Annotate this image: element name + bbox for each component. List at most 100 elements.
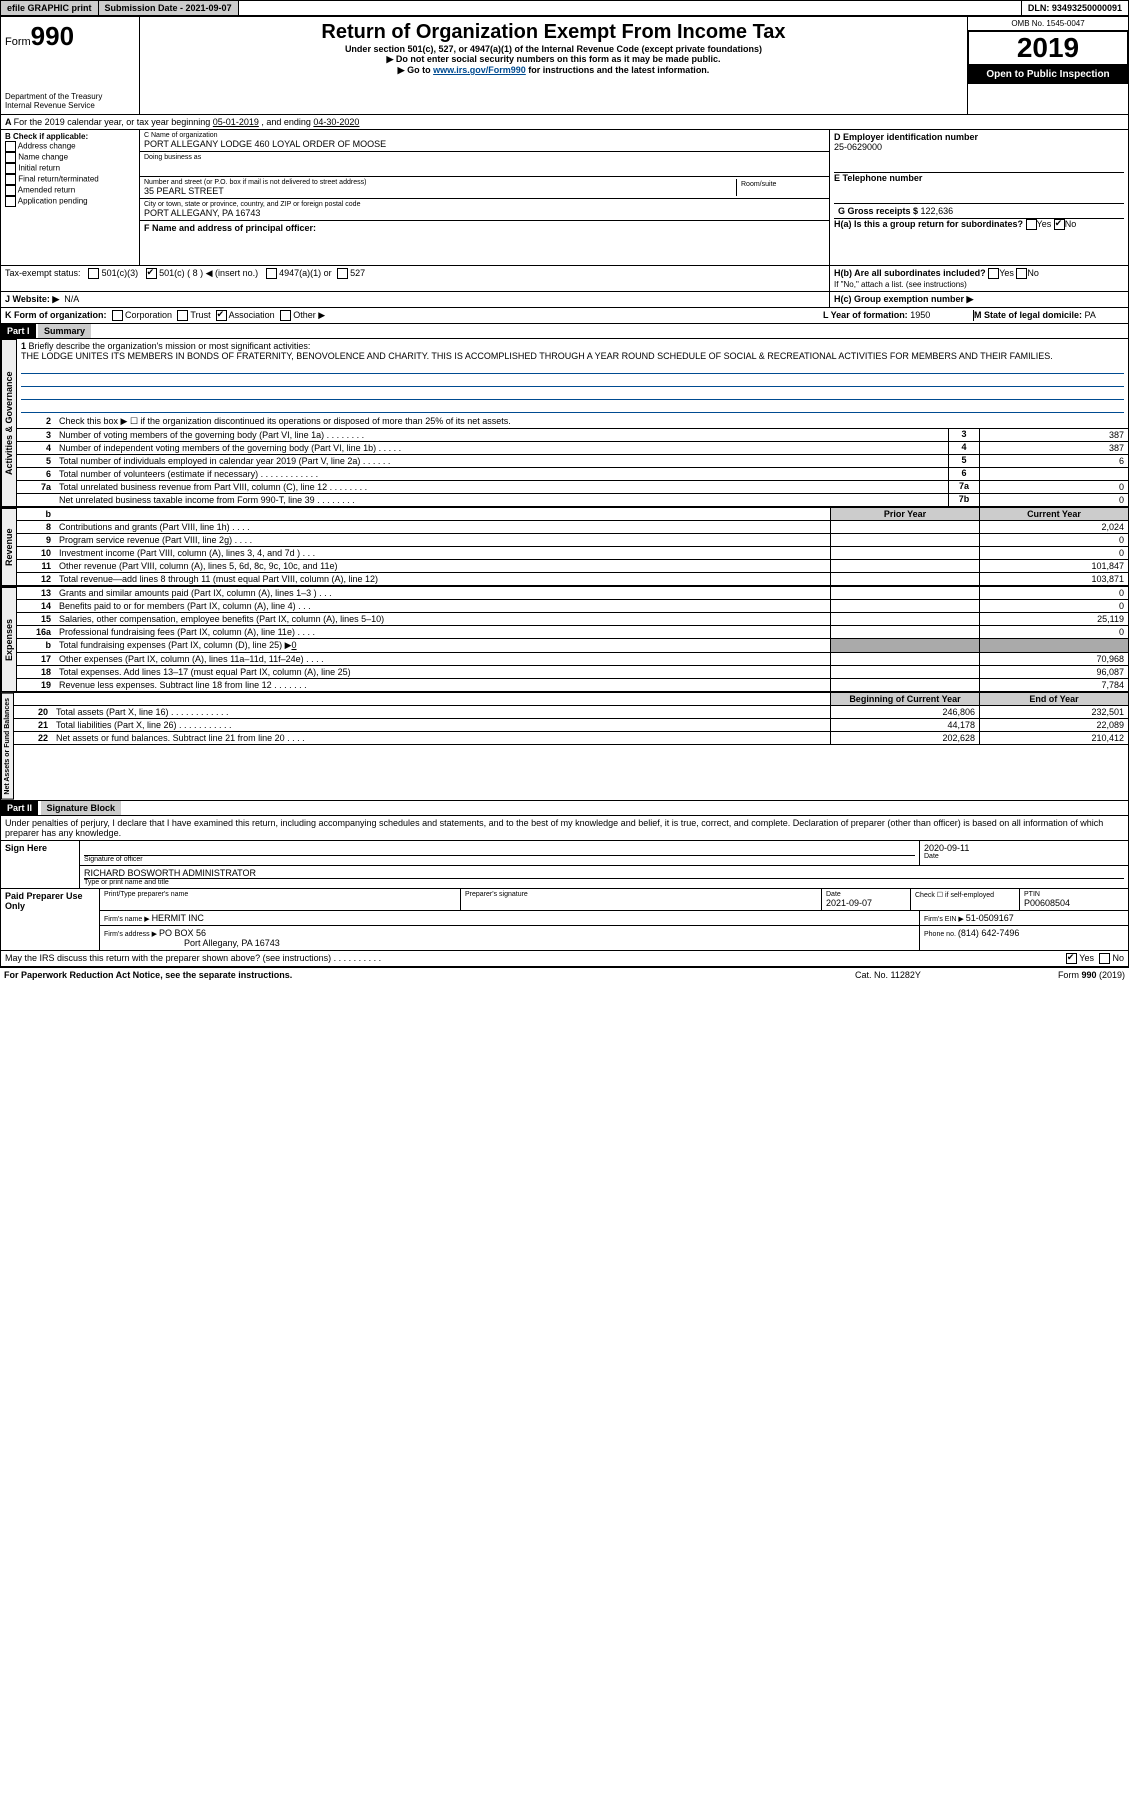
subtitle-1: Under section 501(c), 527, or 4947(a)(1)… bbox=[144, 44, 963, 54]
line-5: Total number of individuals employed in … bbox=[55, 455, 948, 467]
prior-year-header: Prior Year bbox=[830, 508, 979, 520]
line-a: A For the 2019 calendar year, or tax yea… bbox=[1, 115, 1128, 130]
efile-button[interactable]: efile GRAPHIC print bbox=[1, 1, 99, 15]
ha-no[interactable] bbox=[1054, 219, 1065, 230]
line-3-val: 387 bbox=[979, 429, 1128, 441]
line-20: Total assets (Part X, line 16) . . . . .… bbox=[52, 706, 830, 718]
cb-527[interactable] bbox=[337, 268, 348, 279]
hb-yes[interactable] bbox=[988, 268, 999, 279]
firm-ein: 51-0509167 bbox=[966, 913, 1014, 923]
line-14: Benefits paid to or for members (Part IX… bbox=[55, 600, 830, 612]
cb-501c[interactable] bbox=[146, 268, 157, 279]
cb-4947[interactable] bbox=[266, 268, 277, 279]
tab-revenue: Revenue bbox=[1, 508, 17, 586]
tab-expenses: Expenses bbox=[1, 587, 17, 692]
line-19: Revenue less expenses. Subtract line 18 … bbox=[55, 679, 830, 691]
checkbox-address[interactable] bbox=[5, 141, 16, 152]
cb-501c3[interactable] bbox=[88, 268, 99, 279]
org-name-label: C Name of organization bbox=[144, 132, 825, 139]
dba-label: Doing business as bbox=[144, 154, 825, 161]
paperwork-notice: For Paperwork Reduction Act Notice, see … bbox=[4, 970, 855, 980]
officer-label: F Name and address of principal officer: bbox=[144, 223, 316, 233]
line-18: Total expenses. Add lines 13–17 (must eq… bbox=[55, 666, 830, 678]
begin-year-header: Beginning of Current Year bbox=[830, 693, 979, 705]
firm-address-2: Port Allegany, PA 16743 bbox=[184, 938, 280, 948]
checkbox-amended[interactable] bbox=[5, 185, 16, 196]
line-13: Grants and similar amounts paid (Part IX… bbox=[55, 587, 830, 599]
line-22-current: 210,412 bbox=[979, 732, 1128, 744]
ptin-value: P00608504 bbox=[1024, 898, 1124, 908]
telephone-label: E Telephone number bbox=[834, 173, 922, 183]
line-20-prior: 246,806 bbox=[830, 706, 979, 718]
part1-title: Summary bbox=[38, 324, 91, 338]
cb-assoc[interactable] bbox=[216, 310, 227, 321]
line-3: Number of voting members of the governin… bbox=[55, 429, 948, 441]
line-15: Salaries, other compensation, employee b… bbox=[55, 613, 830, 625]
line-15-val: 25,119 bbox=[979, 613, 1128, 625]
room-label: Room/suite bbox=[741, 181, 821, 188]
section-b-checkboxes: B Check if applicable: Address change Na… bbox=[1, 130, 140, 265]
discuss-question: May the IRS discuss this return with the… bbox=[5, 953, 1066, 964]
city-state-zip: PORT ALLEGANY, PA 16743 bbox=[144, 208, 825, 218]
line-12: Total revenue—add lines 8 through 11 (mu… bbox=[55, 573, 830, 585]
subtitle-2: ▶ Do not enter social security numbers o… bbox=[144, 54, 963, 65]
checkbox-application[interactable] bbox=[5, 196, 16, 207]
line-19-val: 7,784 bbox=[979, 679, 1128, 691]
line-b: Total fundraising expenses (Part IX, col… bbox=[55, 639, 830, 652]
sig-officer-label: Signature of officer bbox=[84, 856, 915, 863]
form-container: Form990 Department of the Treasury Inter… bbox=[0, 16, 1129, 968]
line-10-val: 0 bbox=[979, 547, 1128, 559]
line-20-current: 232,501 bbox=[979, 706, 1128, 718]
part2-header: Part II bbox=[1, 801, 38, 815]
line-17-val: 70,968 bbox=[979, 653, 1128, 665]
officer-name: RICHARD BOSWORTH ADMINISTRATOR bbox=[84, 868, 1124, 879]
checkbox-name[interactable] bbox=[5, 152, 16, 163]
open-public-badge: Open to Public Inspection bbox=[968, 65, 1128, 84]
org-name: PORT ALLEGANY LODGE 460 LOYAL ORDER OF M… bbox=[144, 139, 825, 149]
website-label: J Website: ▶ bbox=[5, 294, 59, 304]
line-21-current: 22,089 bbox=[979, 719, 1128, 731]
street-label: Number and street (or P.O. box if mail i… bbox=[144, 179, 736, 186]
line-6: Total number of volunteers (estimate if … bbox=[55, 468, 948, 480]
discuss-yes[interactable] bbox=[1066, 953, 1077, 964]
hb-no[interactable] bbox=[1016, 268, 1027, 279]
self-employed-check[interactable]: Check ☐ if self-employed bbox=[911, 889, 1020, 910]
cb-corp[interactable] bbox=[112, 310, 123, 321]
ha-yes[interactable] bbox=[1026, 219, 1037, 230]
sign-here-label: Sign Here bbox=[1, 841, 80, 888]
hb-note: If "No," attach a list. (see instruction… bbox=[834, 280, 967, 289]
line-13-val: 0 bbox=[979, 587, 1128, 599]
dln: DLN: 93493250000091 bbox=[1022, 1, 1128, 15]
line-22-prior: 202,628 bbox=[830, 732, 979, 744]
mission-text: THE LODGE UNITES ITS MEMBERS IN BONDS OF… bbox=[21, 351, 1053, 361]
ptin-label: PTIN bbox=[1024, 891, 1124, 898]
cb-other[interactable] bbox=[280, 310, 291, 321]
current-year-header: Current Year bbox=[979, 508, 1128, 520]
year-formation: L Year of formation: 1950 bbox=[823, 310, 974, 321]
tab-governance: Activities & Governance bbox=[1, 339, 17, 507]
irs-link[interactable]: www.irs.gov/Form990 bbox=[433, 65, 526, 75]
tax-year: 2019 bbox=[968, 31, 1128, 65]
line-11-val: 101,847 bbox=[979, 560, 1128, 572]
ein-value: 25-0629000 bbox=[834, 142, 882, 152]
discuss-no[interactable] bbox=[1099, 953, 1110, 964]
cb-trust[interactable] bbox=[177, 310, 188, 321]
line-5-val: 6 bbox=[979, 455, 1128, 467]
line-17: Other expenses (Part IX, column (A), lin… bbox=[55, 653, 830, 665]
line-12-val: 103,871 bbox=[979, 573, 1128, 585]
line-18-val: 96,087 bbox=[979, 666, 1128, 678]
line-2: Check this box ▶ ☐ if the organization d… bbox=[55, 415, 1128, 428]
line-21: Total liabilities (Part X, line 26) . . … bbox=[52, 719, 830, 731]
preparer-name-label: Print/Type preparer's name bbox=[104, 891, 456, 898]
form-number: Form990 bbox=[5, 21, 135, 52]
omb-number: OMB No. 1545-0047 bbox=[968, 17, 1128, 31]
line-10: Investment income (Part VIII, column (A)… bbox=[55, 547, 830, 559]
form-title: Return of Organization Exempt From Incom… bbox=[144, 21, 963, 44]
line-21-prior: 44,178 bbox=[830, 719, 979, 731]
checkbox-initial[interactable] bbox=[5, 163, 16, 174]
line-6-val bbox=[979, 468, 1128, 480]
state-domicile: M State of legal domicile: PA bbox=[974, 310, 1124, 321]
line-4: Number of independent voting members of … bbox=[55, 442, 948, 454]
checkbox-final[interactable] bbox=[5, 174, 16, 185]
submission-date: Submission Date - 2021-09-07 bbox=[99, 1, 239, 15]
